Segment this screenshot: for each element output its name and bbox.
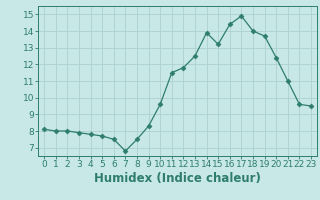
X-axis label: Humidex (Indice chaleur): Humidex (Indice chaleur) xyxy=(94,172,261,185)
